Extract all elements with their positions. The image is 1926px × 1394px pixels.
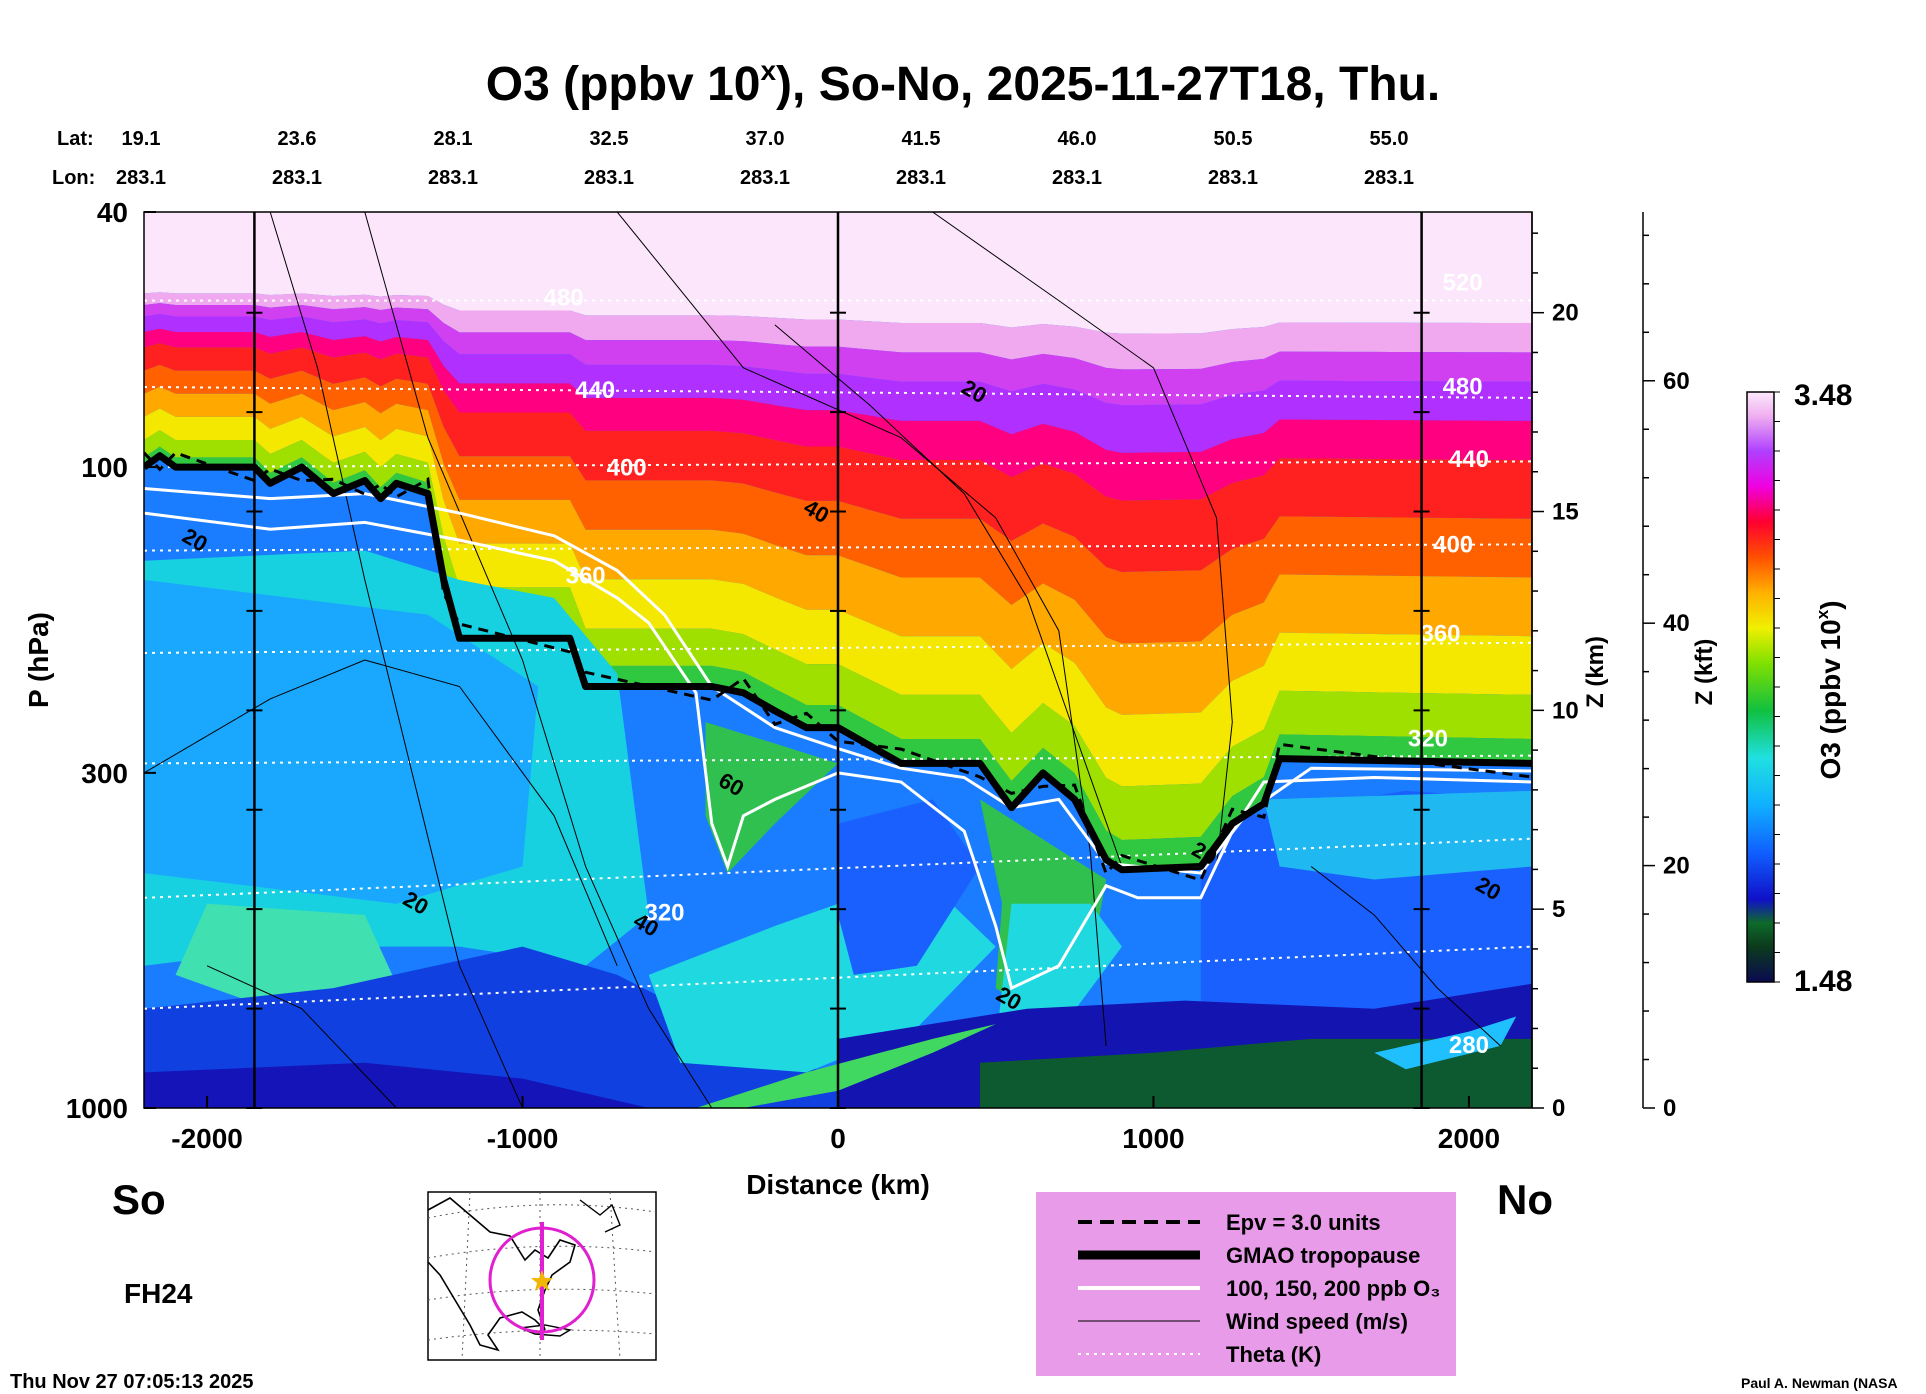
legend-label: Wind speed (m/s) [1226,1309,1408,1334]
theta-label: 320 [1408,726,1448,753]
wind-speed-line [932,212,1233,867]
z-km-tick-label: 15 [1552,499,1579,526]
epv-contour [144,451,1532,882]
lat-lon-header: 19.1 283.1 23.6 283.1 28.1 283.1 32.5 283.1 37.0… [116,128,1414,189]
x-tick-label: 0 [830,1123,846,1154]
south-label: So [112,1176,166,1223]
z-kft-tick-label: 20 [1663,853,1690,880]
z-km-tick-label: 0 [1552,1095,1565,1122]
lon-label: Lon: [52,167,95,189]
credit: Paul A. Newman (NASA [1741,1375,1898,1391]
wind-speed-line [774,324,1123,867]
lon-value: 283.1 [740,167,790,189]
colorbar-min-label: 1.48 [1794,965,1852,998]
theta-label: 320 [644,900,684,927]
colorbar-ticks [1774,391,1780,983]
lon-value: 283.1 [584,167,634,189]
theta-label: 440 [575,377,615,404]
wind-speed-line [364,212,713,1108]
wind-speed-line [269,212,523,1108]
theta-label: 360 [566,563,606,590]
lat-value: 23.6 [278,128,317,150]
x-axis-title: Distance (km) [746,1169,930,1200]
x-tick-label: -1000 [487,1123,559,1154]
lat-value: 28.1 [434,128,473,150]
wind-speed-line [206,965,397,1108]
x-tick-label: -2000 [171,1123,243,1154]
star-icon [531,1270,553,1291]
x-tick-label: 1000 [1122,1123,1184,1154]
z-km-tick-label: 20 [1552,300,1579,327]
lat-label: Lat: [57,128,94,150]
forecast-hour-label: FH24 [124,1278,193,1309]
lat-value: 19.1 [122,128,161,150]
legend-label: Theta (K) [1226,1342,1321,1367]
theta-label: 440 [1449,446,1489,473]
lon-value: 283.1 [272,167,322,189]
tropopause-line [144,452,1532,874]
lat-value: 41.5 [902,128,941,150]
z-kft-tick-label: 40 [1663,610,1690,637]
theta-label: 480 [1443,373,1483,400]
theta-label: 280 [1449,1032,1489,1059]
lon-value: 283.1 [428,167,478,189]
legend: Epv = 3.0 units GMAO tropopause 100, 150, … [1036,1192,1456,1376]
z-km-tick-label: 10 [1552,697,1579,724]
lon-value: 283.1 [896,167,946,189]
z-kft-tick-label: 60 [1663,368,1690,395]
lon-value: 283.1 [116,167,166,189]
theta-label: 360 [1420,620,1460,647]
colorbar [1746,391,1775,983]
y-tick-label: 100 [81,452,128,483]
lat-value: 37.0 [746,128,785,150]
inset-map [427,1191,657,1361]
theta-label: 480 [544,285,584,312]
legend-label: 100, 150, 200 ppb O₃ [1226,1276,1440,1301]
lon-value: 283.1 [1052,167,1102,189]
chart-title: O3 (ppbv 10x), So-No, 2025-11-27T18, Thu… [486,55,1441,111]
lon-value: 283.1 [1364,167,1414,189]
north-label: No [1497,1176,1553,1223]
z-kft-axis-title: Z (kft) [1691,639,1718,706]
lat-value: 50.5 [1214,128,1253,150]
legend-label: GMAO tropopause [1226,1243,1420,1268]
wind-speed-line [616,212,1107,1046]
wind-speed-line [1310,866,1501,1047]
theta-label: 520 [1443,269,1483,296]
legend-label: Epv = 3.0 units [1226,1210,1381,1235]
theta-label: 400 [607,454,647,481]
timestamp: Thu Nov 27 07:05:13 2025 [10,1371,253,1393]
lat-value: 55.0 [1370,128,1409,150]
epv-line [144,451,1532,882]
lat-value: 46.0 [1058,128,1097,150]
lat-value: 32.5 [590,128,629,150]
z-kft-tick-label: 0 [1663,1095,1676,1122]
gmao-tropopause-line [144,452,1532,874]
axes: -2000 -1000 0 1000 2000 40 100 300 1000 0 5 10 15 20 0… [66,197,1690,1154]
y-tick-label: 40 [97,197,128,228]
x-tick-label: 2000 [1438,1123,1500,1154]
y-tick-label: 1000 [66,1093,128,1124]
y-axis-title: P (hPa) [23,612,54,708]
colorbar-title: O3 (ppbv 10x) [1813,600,1846,779]
z-km-axis-title: Z (km) [1582,636,1609,708]
lon-value: 283.1 [1208,167,1258,189]
z-km-tick-label: 5 [1552,896,1565,923]
theta-label: 400 [1433,532,1473,559]
y-tick-label: 300 [81,758,128,789]
colorbar-max-label: 3.48 [1794,379,1852,412]
